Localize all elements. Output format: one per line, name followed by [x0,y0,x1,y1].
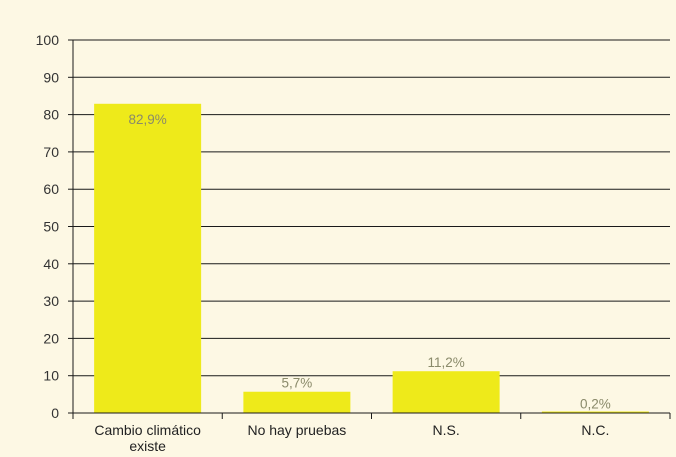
bar-3 [392,371,500,413]
y-tick-label: 10 [43,368,59,384]
y-tick-label: 70 [43,144,59,160]
data-label: 0,2% [580,396,611,411]
y-tick-label: 80 [43,107,59,123]
bar-1 [94,103,202,414]
y-tick-label: 0 [51,405,59,421]
y-tick-label: 90 [43,69,59,85]
y-tick-label: 20 [43,330,59,346]
y-tick-label: 30 [43,293,59,309]
y-tick-label: 60 [43,181,59,197]
y-tick-label: 40 [43,256,59,272]
x-category-label: N.S. [433,422,460,438]
data-label: 5,7% [281,376,312,391]
x-category-label: N.C. [581,422,609,438]
y-tick-label: 50 [43,219,59,235]
bar-2 [243,391,351,413]
data-label: 11,2% [427,355,464,370]
x-category-label: No hay pruebas [247,422,346,438]
data-label: 82,9% [128,112,166,127]
bar-4 [541,411,649,413]
y-tick-label: 100 [36,32,60,48]
x-category-label: Cambio climático [94,422,201,438]
x-category-label: existe [129,438,166,454]
